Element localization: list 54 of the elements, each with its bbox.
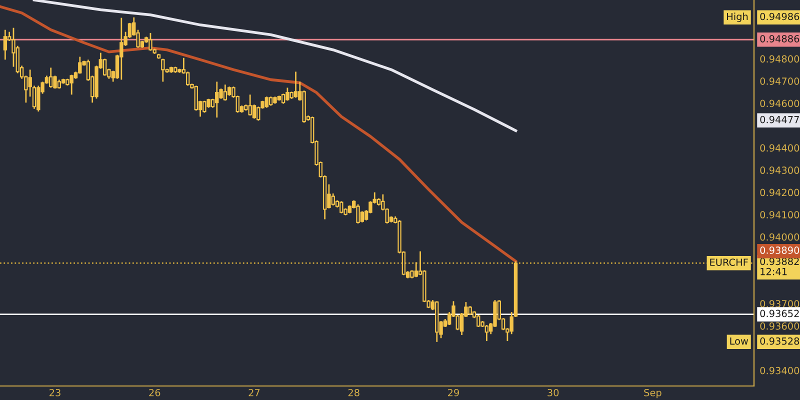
y-tick-label: 0.94100 — [760, 211, 800, 218]
candlestick — [194, 85, 198, 112]
candlestick — [356, 204, 360, 224]
y-tick-label: 0.94200 — [760, 188, 800, 196]
line-series — [0, 6, 518, 263]
y-tick-label: 0.94400 — [760, 144, 800, 152]
annotation: EURCHF — [710, 258, 748, 266]
x-tick-label: 29 — [448, 388, 459, 396]
candlestick — [414, 262, 418, 278]
x-tick-label: 28 — [348, 388, 360, 396]
x-tick-label: 30 — [548, 388, 559, 396]
candlestick — [340, 200, 344, 214]
line-series — [32, 0, 518, 132]
candlestick — [281, 93, 286, 104]
candlestick — [120, 17, 124, 80]
x-tick-label: 26 — [149, 388, 160, 396]
y-tick-label: 0.94800 — [760, 55, 800, 63]
candlestick — [148, 32, 152, 52]
text: 0.94477 — [760, 116, 799, 124]
candlestick — [286, 87, 290, 102]
candlestick — [3, 29, 8, 60]
candlestick — [223, 84, 228, 102]
candlestick — [49, 66, 53, 88]
text: 0.94986 — [760, 12, 800, 20]
ref-line-label: 0.94886 — [760, 35, 800, 42]
x-tick-label: 23 — [50, 388, 60, 396]
candlestick — [227, 86, 232, 96]
annotation: Low — [730, 338, 748, 345]
candlestick — [248, 94, 252, 116]
y-tick-label: 0.94000 — [760, 233, 800, 241]
candlestick — [331, 192, 335, 206]
y-tick-label: 0.94300 — [760, 166, 800, 174]
y-tick-label: 0.93400 — [760, 366, 800, 374]
y-tick-label: 0.94600 — [760, 100, 800, 108]
candlestick — [269, 96, 273, 106]
annotation: High — [727, 12, 748, 22]
x-tick-label: Sep — [644, 388, 662, 398]
text: 0.93528 — [760, 337, 800, 345]
candlestick — [70, 74, 74, 96]
candlestick — [476, 314, 480, 328]
candlestick — [186, 70, 190, 86]
x-tick-label: 27 — [248, 388, 260, 396]
candlestick — [264, 96, 269, 108]
y-tick-label: 0.93700 — [760, 300, 800, 308]
candlestick — [294, 70, 298, 98]
text: 0.93882 12:41 — [760, 258, 799, 276]
candlestick — [215, 81, 219, 118]
ref-line-label: 0.93652 — [760, 310, 799, 318]
y-tick-label: 0.93600 — [760, 322, 800, 330]
candlestick — [484, 324, 489, 342]
candlestick — [161, 58, 165, 82]
text: 0.93890 — [760, 246, 800, 254]
candlestick — [36, 85, 40, 112]
y-tick-label: 0.94700 — [760, 78, 800, 85]
